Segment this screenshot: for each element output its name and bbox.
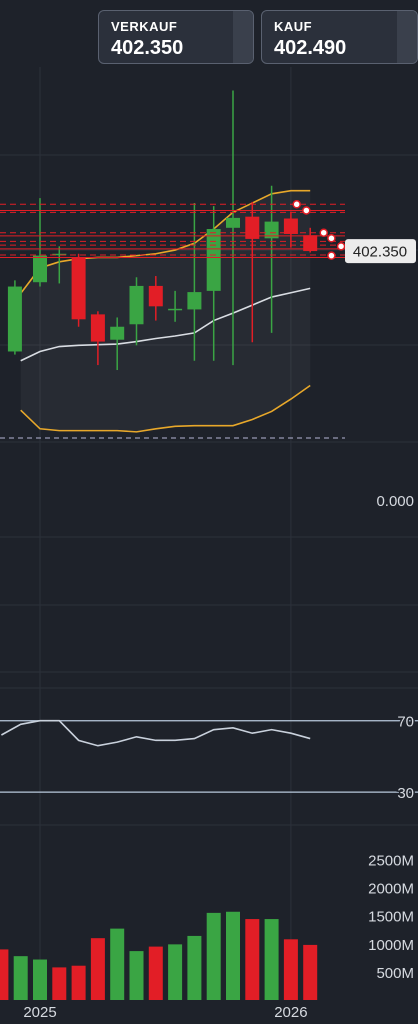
candle-body-4	[90, 314, 105, 342]
volume-bar-1	[13, 956, 28, 1000]
volume-axis-label: 2500M	[368, 852, 414, 869]
sell-button[interactable]: VERKAUF 402.350	[98, 10, 254, 64]
volume-bar-16	[303, 944, 318, 1000]
bollinger-lower-line	[20, 384, 311, 433]
time-axis-label: 2025	[23, 1004, 56, 1021]
order-marker-1	[302, 206, 311, 215]
buy-button[interactable]: KAUF 402.490	[261, 10, 418, 64]
sell-button-edge	[233, 11, 253, 63]
candle-body-1	[33, 255, 47, 283]
volume-axis-label: 500M	[376, 965, 414, 982]
volume-bar-8	[148, 946, 163, 1000]
order-marker-0	[292, 200, 301, 209]
volume-bar-3	[52, 967, 67, 1000]
order-marker-4	[336, 242, 346, 251]
order-marker-2	[319, 228, 328, 237]
last-price-tag	[345, 239, 416, 264]
candle-body-11	[226, 217, 240, 228]
volume-bar-9	[168, 944, 183, 1000]
time-axis-strip	[0, 1000, 418, 1024]
sell-price: 402.350	[111, 37, 184, 59]
last-price-label: 402.350	[353, 244, 407, 261]
volume-bar-10	[187, 935, 202, 1000]
candle-body-8	[168, 308, 183, 311]
candle-body-13	[264, 221, 279, 239]
candle-body-15	[303, 235, 318, 252]
candle-body-3	[71, 257, 86, 320]
bollinger-band-fill	[20, 190, 311, 432]
volume-bar-6	[110, 928, 125, 1000]
buy-price: 402.490	[274, 37, 347, 59]
candle-body-6	[129, 285, 144, 325]
rsi-axis-label: 70	[397, 714, 414, 731]
rsi-axis-label: 30	[397, 785, 414, 802]
volume-bar-11	[206, 912, 221, 1000]
volume-bar-2	[33, 959, 47, 1000]
price-axis-label: 0.000	[376, 493, 414, 510]
volume-bar-5	[90, 938, 105, 1000]
buy-button-edge	[397, 11, 417, 63]
volume-bar-7	[129, 951, 144, 1000]
volume-axis-label: 1000M	[368, 937, 414, 954]
order-marker-3	[327, 234, 336, 243]
candle-body-5	[110, 326, 125, 340]
moving-average-line	[20, 287, 311, 362]
bollinger-upper-line	[20, 189, 311, 294]
candle-body-7	[148, 285, 163, 307]
rsi-line	[1, 719, 311, 747]
volume-bar-15	[283, 939, 298, 1000]
candle-body-10	[206, 229, 221, 291]
candle-body-9	[187, 292, 202, 310]
candle-body-12	[245, 216, 260, 239]
volume-bar-4	[71, 965, 86, 1000]
volume-bar-0	[0, 949, 9, 1000]
volume-bar-13	[245, 919, 260, 1000]
order-marker-5	[327, 251, 336, 260]
buy-label: KAUF	[274, 19, 313, 34]
time-axis-label: 2026	[274, 1004, 307, 1021]
sell-label: VERKAUF	[111, 19, 178, 34]
volume-bar-14	[264, 919, 279, 1000]
candle-body-0	[7, 286, 22, 352]
volume-axis-label: 1500M	[368, 909, 414, 926]
candle-body-14	[283, 218, 298, 234]
volume-axis-label: 2000M	[368, 881, 414, 898]
volume-bar-12	[226, 911, 240, 1000]
candle-body-2	[52, 253, 67, 256]
